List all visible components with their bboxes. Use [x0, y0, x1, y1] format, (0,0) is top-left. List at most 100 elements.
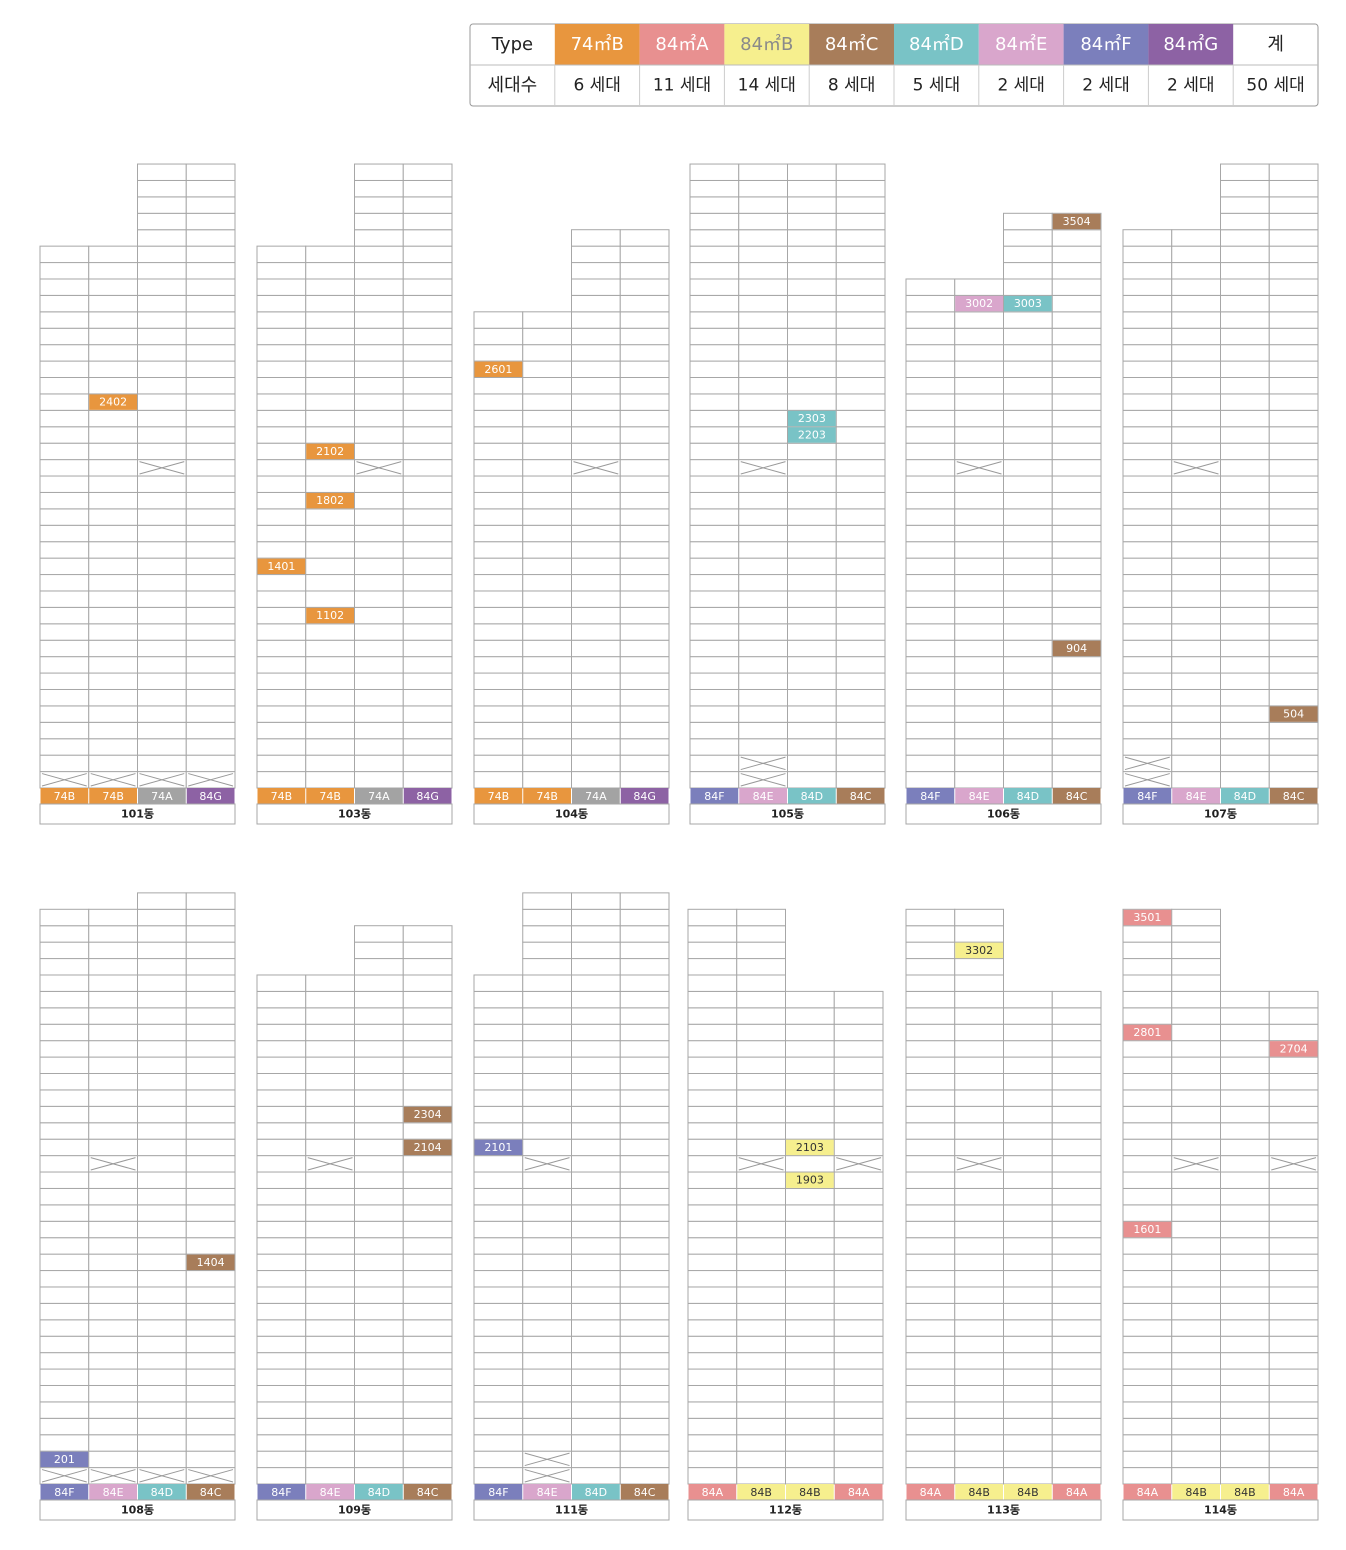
unit-cell [1003, 672, 1053, 690]
unit-cell [354, 1434, 404, 1452]
type-cell [306, 1484, 354, 1500]
unit-cell [1268, 1319, 1319, 1337]
unit-cell [905, 1220, 956, 1239]
unit-cell [256, 409, 307, 428]
unit-cell [1051, 426, 1102, 444]
type-label: 84A [1137, 1486, 1159, 1499]
legend-type-cell [724, 24, 810, 65]
unit-cell [1171, 1187, 1221, 1206]
unit-cell [185, 508, 236, 526]
unit-cell [1220, 688, 1270, 707]
void-mark [740, 773, 786, 787]
unit-cell [256, 475, 307, 493]
unit-cell [305, 294, 355, 313]
unit-cell [835, 442, 886, 461]
unit-cell [88, 1319, 138, 1337]
unit-cell [1003, 1023, 1053, 1042]
unit-cell [1171, 1253, 1221, 1272]
unit-cell [571, 1417, 621, 1436]
unit-cell [619, 1220, 670, 1239]
unit-cell [1003, 1286, 1053, 1304]
unit-cell [1171, 1138, 1221, 1157]
unit-cell [571, 606, 621, 625]
unit-cell [1268, 639, 1319, 658]
unit-cell [738, 212, 788, 231]
unit-cell [185, 1204, 236, 1222]
unit-cell [689, 327, 740, 346]
unit-cell [1122, 1040, 1173, 1058]
type-cell [186, 788, 235, 804]
unit-cell [473, 688, 524, 707]
void-mark [41, 1469, 87, 1483]
unit-cell [88, 327, 138, 346]
unit-cell [354, 1220, 404, 1239]
unit-cell [522, 1138, 572, 1157]
unit-cell [88, 1204, 138, 1222]
unit-cell [305, 1220, 355, 1239]
unit-cell [619, 393, 670, 411]
unit-cell [689, 688, 740, 707]
unit-cell [185, 1352, 236, 1370]
unit-cell [402, 1286, 453, 1304]
legend-type-cell [809, 24, 894, 65]
unit-cell [905, 1270, 956, 1288]
type-cell [906, 788, 955, 804]
unit-cell [619, 656, 670, 674]
unit-cell [473, 541, 524, 559]
unit-cell [736, 1253, 786, 1272]
unit-cell [185, 925, 236, 943]
unit-cell [833, 1122, 884, 1140]
unit-cell [305, 623, 355, 641]
unit-cell [1220, 557, 1270, 576]
building-name-cell [473, 1499, 670, 1521]
unit-cell [619, 245, 670, 264]
unit-cell [571, 656, 621, 674]
void-mark [740, 461, 786, 475]
type-cell [620, 788, 669, 804]
unit-cell [354, 557, 404, 576]
unit-cell [305, 409, 355, 428]
unit-cell [905, 426, 956, 444]
unit-cell [1268, 278, 1319, 296]
unit-cell [39, 311, 90, 329]
unit-cell [522, 557, 572, 576]
unit-cell [571, 1056, 621, 1074]
unit-cell [738, 311, 788, 329]
type-label: 84E [969, 790, 990, 803]
unit-cell [835, 344, 886, 362]
unit-cell [473, 639, 524, 658]
type-label: 74B [536, 790, 558, 803]
unit-cell [88, 294, 138, 313]
unit-cell [256, 508, 307, 526]
unit-cell [687, 1237, 738, 1255]
unit-cell [1051, 508, 1102, 526]
unit-cell [39, 393, 90, 411]
unit-cell [305, 1007, 355, 1025]
unit-cell [137, 311, 187, 329]
unit-cell [954, 738, 1004, 756]
unit-cell [354, 1073, 404, 1091]
unit-cell [1003, 1237, 1053, 1255]
unit-cell [1051, 1220, 1102, 1239]
unit-cell [88, 705, 138, 723]
unit-cell [905, 311, 956, 329]
unit-cell [835, 606, 886, 625]
unit-cell [88, 409, 138, 428]
unit-cell [1122, 1171, 1173, 1189]
unit-cell [473, 1467, 524, 1485]
unit-cell [137, 1286, 187, 1304]
unit-cell [954, 1237, 1004, 1255]
unit-cell [1171, 639, 1221, 658]
unit-cell [354, 1270, 404, 1288]
unit-cell [1220, 1368, 1270, 1386]
unit-cell [473, 574, 524, 592]
unit-cell [689, 771, 740, 789]
unit-cell [689, 754, 740, 773]
unit-cell [256, 1220, 307, 1239]
unit-cell [185, 721, 236, 740]
unit-cell [738, 524, 788, 543]
unit-cell [738, 606, 788, 625]
unit-cell [354, 1401, 404, 1419]
unit-cell [619, 1368, 670, 1386]
unit-cell [905, 738, 956, 756]
